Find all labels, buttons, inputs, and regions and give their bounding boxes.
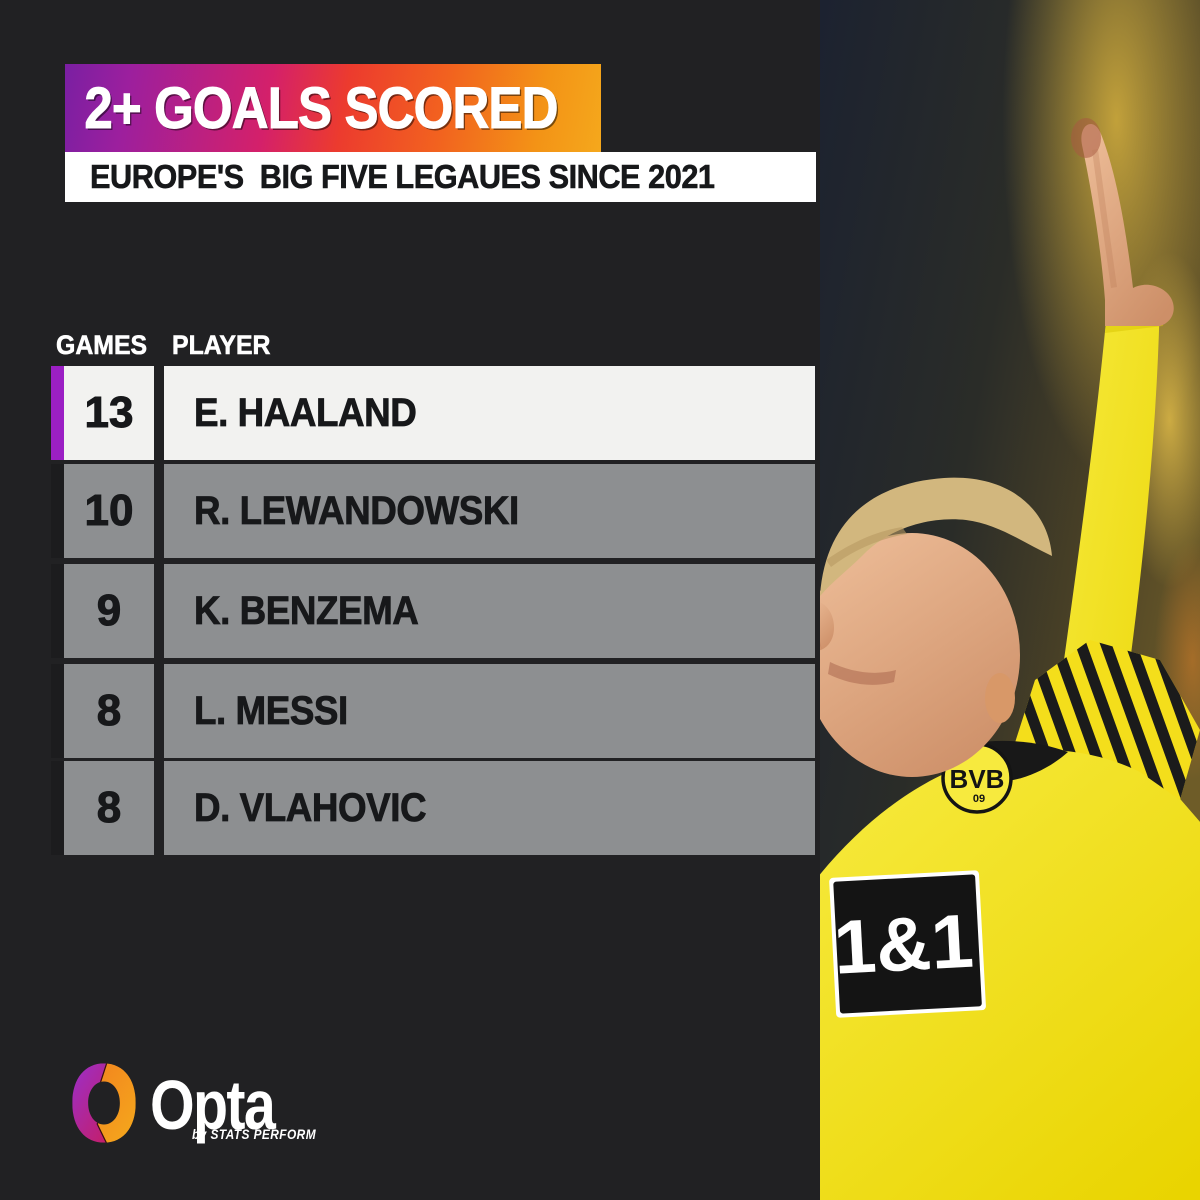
svg-text:1&1: 1&1 xyxy=(832,899,976,991)
svg-text:BVB: BVB xyxy=(950,764,1005,794)
svg-text:09: 09 xyxy=(973,793,985,805)
